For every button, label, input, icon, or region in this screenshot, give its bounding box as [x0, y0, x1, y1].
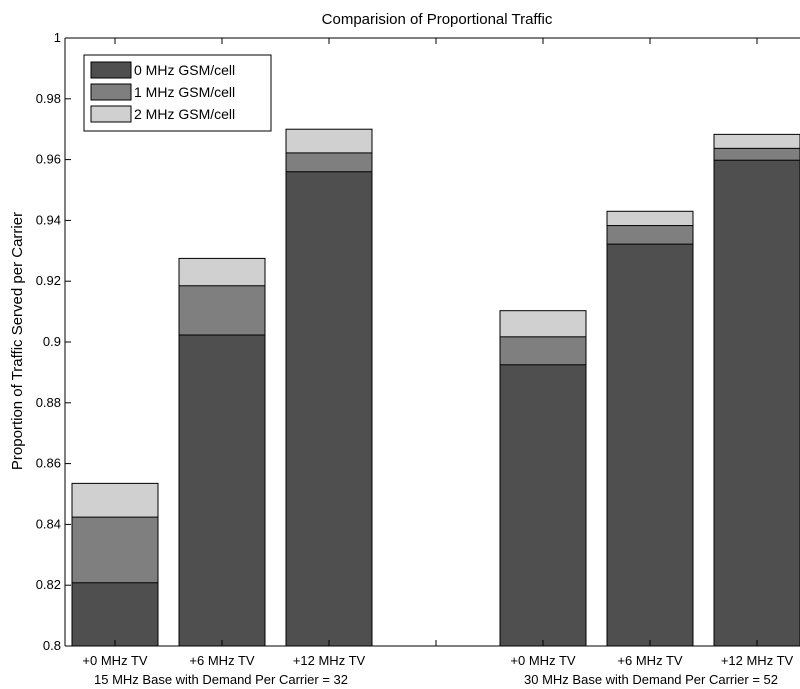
y-tick-label-10: 1 — [54, 30, 61, 45]
legend-swatch-1 — [91, 62, 131, 78]
legend-label-3: 2 MHz GSM/cell — [134, 106, 235, 122]
legend-swatch-3 — [91, 106, 131, 122]
y-tick-label-0: 0.8 — [43, 638, 61, 653]
x-tick-label-3: +12 MHz TV — [293, 653, 366, 668]
bar-6-series-1 — [714, 160, 800, 646]
legend: 0 MHz GSM/cell 1 MHz GSM/cell 2 MHz GSM/ce… — [84, 55, 271, 131]
legend-swatch-2 — [91, 84, 131, 100]
y-tick-label-6: 0.92 — [36, 273, 61, 288]
y-tick-label-2: 0.84 — [36, 516, 61, 531]
bar-2-series-1 — [179, 335, 265, 646]
y-tick-label-5: 0.9 — [43, 334, 61, 349]
bar-4-series-1 — [500, 365, 586, 646]
x-tick-label-5: +6 MHz TV — [617, 653, 682, 668]
y-tick-label-9: 0.98 — [36, 91, 61, 106]
legend-label-2: 1 MHz GSM/cell — [134, 84, 235, 100]
bar-1-series-1 — [72, 583, 158, 646]
legend-label-1: 0 MHz GSM/cell — [134, 62, 235, 78]
chart-title: Comparision of Proportional Traffic — [322, 11, 553, 28]
y-tick-label-4: 0.88 — [36, 395, 61, 410]
x-tick-label-1: +0 MHz TV — [82, 653, 147, 668]
y-tick-label-3: 0.86 — [36, 456, 61, 471]
x-tick-label-6: +12 MHz TV — [721, 653, 794, 668]
y-tick-label-7: 0.94 — [36, 212, 61, 227]
y-tick-label-8: 0.96 — [36, 152, 61, 167]
x-tick-label-4: +0 MHz TV — [510, 653, 575, 668]
group-label-1: 15 MHz Base with Demand Per Carrier = 32 — [94, 672, 348, 687]
group-label-2: 30 MHz Base with Demand Per Carrier = 52 — [524, 672, 778, 687]
y-axis-label: Proportion of Traffic Served per Carrier — [9, 212, 26, 470]
bars-layer — [72, 129, 800, 646]
y-tick-label-1: 0.82 — [36, 577, 61, 592]
bar-5-series-1 — [607, 244, 693, 646]
bar-3-series-1 — [286, 172, 372, 646]
x-tick-label-2: +6 MHz TV — [189, 653, 254, 668]
